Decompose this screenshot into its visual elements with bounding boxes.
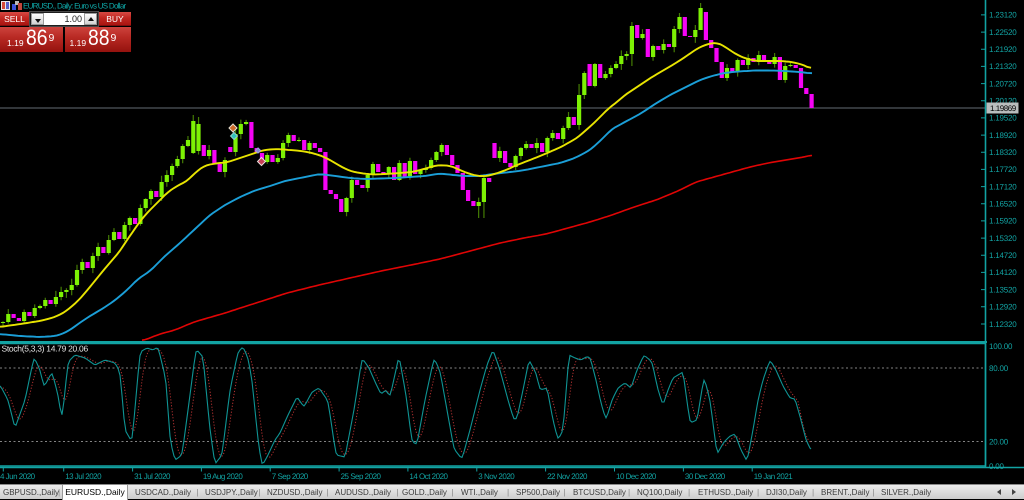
svg-text:1.21320: 1.21320 <box>989 62 1017 71</box>
svg-text:19 Jan 2021: 19 Jan 2021 <box>754 472 794 481</box>
svg-text:1.18920: 1.18920 <box>989 131 1017 140</box>
svg-text:22 Nov 2020: 22 Nov 2020 <box>547 472 588 481</box>
svg-text:1.14120: 1.14120 <box>989 268 1017 277</box>
svg-text:7 Sep 2020: 7 Sep 2020 <box>272 472 309 481</box>
svg-text:1.18320: 1.18320 <box>989 148 1017 157</box>
svg-text:14 Oct 2020: 14 Oct 2020 <box>409 472 448 481</box>
svg-text:80.00: 80.00 <box>989 364 1009 373</box>
svg-text:1.16520: 1.16520 <box>989 200 1017 209</box>
svg-text:1.14720: 1.14720 <box>989 251 1017 260</box>
svg-text:EURUSD., Daily: Euro vs US Do: EURUSD., Daily: Euro vs US Dollar <box>23 1 127 10</box>
svg-text:1.17720: 1.17720 <box>989 165 1017 174</box>
svg-text:1.21920: 1.21920 <box>989 45 1017 54</box>
svg-text:19 Aug 2020: 19 Aug 2020 <box>203 472 243 481</box>
svg-text:4 Jun 2020: 4 Jun 2020 <box>0 472 36 481</box>
svg-text:1.19869: 1.19869 <box>990 104 1017 113</box>
svg-text:1.17120: 1.17120 <box>989 182 1017 191</box>
svg-text:1.19520: 1.19520 <box>989 114 1017 123</box>
svg-text:31 Jul 2020: 31 Jul 2020 <box>134 472 171 481</box>
svg-text:100.00: 100.00 <box>989 342 1013 351</box>
svg-text:1.15920: 1.15920 <box>989 217 1017 226</box>
svg-text:1.12320: 1.12320 <box>989 320 1017 329</box>
svg-text:20.00: 20.00 <box>989 437 1009 446</box>
svg-text:0.00: 0.00 <box>989 462 1005 471</box>
svg-text:1.23120: 1.23120 <box>989 11 1017 20</box>
svg-text:1.15320: 1.15320 <box>989 234 1017 243</box>
svg-text:Stoch(5,3,3) 14.79 20.06: Stoch(5,3,3) 14.79 20.06 <box>2 344 89 354</box>
svg-text:25 Sep 2020: 25 Sep 2020 <box>341 472 382 481</box>
svg-text:1.20120: 1.20120 <box>989 97 1017 106</box>
svg-text:3 Nov 2020: 3 Nov 2020 <box>478 472 515 481</box>
svg-text:1.20720: 1.20720 <box>989 79 1017 88</box>
svg-text:30 Dec 2020: 30 Dec 2020 <box>685 472 726 481</box>
svg-text:1.13520: 1.13520 <box>989 285 1017 294</box>
svg-text:13 Jul 2020: 13 Jul 2020 <box>65 472 102 481</box>
svg-text:1.22520: 1.22520 <box>989 28 1017 37</box>
svg-text:10 Dec 2020: 10 Dec 2020 <box>616 472 657 481</box>
svg-text:1.12920: 1.12920 <box>989 303 1017 312</box>
